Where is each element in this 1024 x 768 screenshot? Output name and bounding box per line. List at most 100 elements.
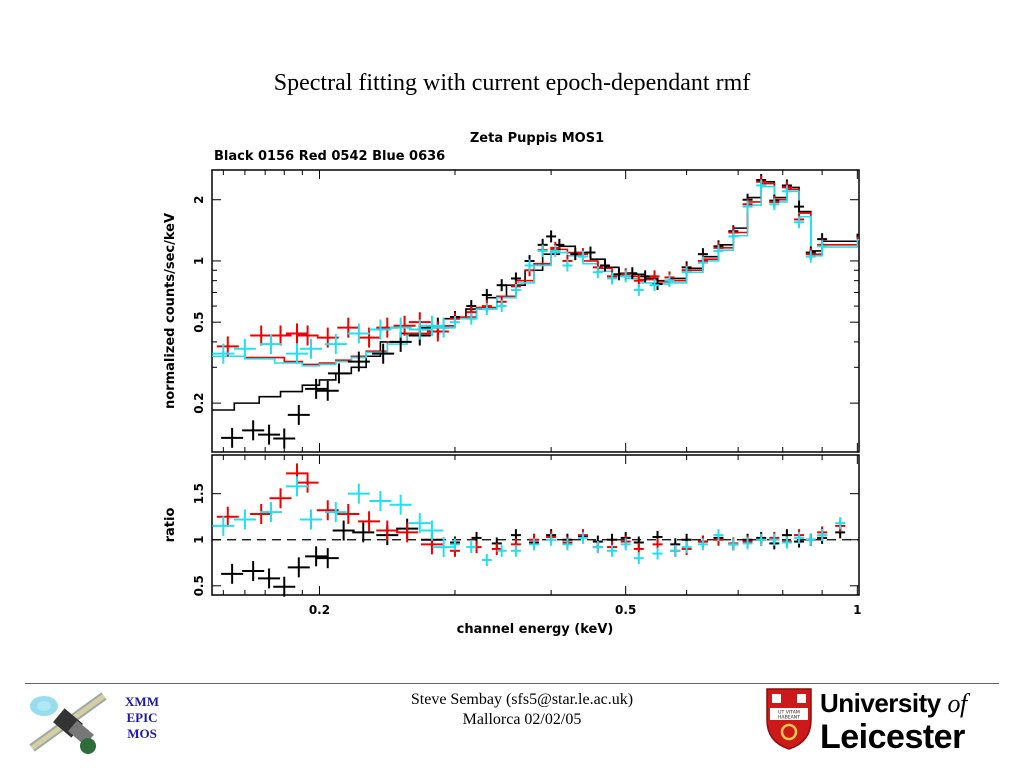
black-data-point — [258, 424, 281, 445]
cyan-ratio-point — [510, 544, 521, 557]
footer-credits: Steve Sembay (sfs5@star.le.ac.uk) Mallor… — [362, 690, 682, 730]
cyan-data-point — [212, 343, 235, 364]
cyan-data-point — [649, 279, 660, 292]
red-ratio-point — [250, 503, 273, 524]
university-word: University — [820, 688, 941, 718]
cyan-data-point — [805, 250, 816, 263]
black-ratio-point — [305, 546, 328, 567]
cyan-ratio-point — [805, 533, 816, 546]
black-data-point — [627, 267, 638, 280]
cyan-data-point — [620, 270, 631, 283]
cyan-ratio-point — [286, 476, 309, 497]
cyan-data-point — [324, 334, 347, 355]
cyan-data-point — [794, 216, 805, 229]
chart-subtitle: Black 0156 Red 0542 Blue 0636 — [214, 149, 445, 164]
slide-title: Spectral fitting with current epoch-depe… — [273, 70, 751, 96]
cyan-ratio-point — [212, 515, 235, 536]
cyan-ratio-point — [466, 541, 477, 554]
cyan-data-point — [466, 312, 477, 325]
cyan-ratio-point — [562, 538, 573, 551]
cyan-data-point — [496, 300, 507, 313]
bottom-y-tick-label: 1 — [192, 536, 206, 544]
red-ratio-point — [296, 472, 319, 493]
cyan-data-point — [369, 319, 392, 340]
cyan-data-point — [592, 266, 603, 279]
mission-label: XMM EPIC MOS — [112, 694, 172, 742]
cyan-data-point — [697, 256, 708, 269]
shield-motto-2: HABEANT — [778, 715, 800, 721]
cyan-data-point — [233, 338, 256, 359]
cyan-data-point — [633, 283, 644, 296]
author-line: Steve Sembay (sfs5@star.le.ac.uk) — [410, 691, 634, 708]
black-ratio-point — [352, 522, 375, 543]
cyan-ratio-point — [324, 502, 347, 523]
cyan-data-point — [550, 244, 561, 257]
black-model-step — [212, 180, 859, 411]
cyan-model-step — [212, 185, 859, 367]
university-of: of — [947, 689, 967, 718]
cyan-ratio-point — [449, 538, 460, 551]
cyan-ratio-point — [697, 538, 708, 551]
cyan-ratio-point — [577, 531, 588, 544]
cyan-data-point — [577, 250, 588, 263]
cyan-data-point — [681, 266, 692, 279]
cyan-data-point — [769, 198, 780, 211]
red-ratio-point — [216, 506, 239, 527]
black-data-series — [221, 174, 828, 449]
black-ratio-point — [273, 576, 296, 597]
cyan-ratio-point — [260, 502, 283, 523]
cyan-ratio-point — [408, 513, 431, 534]
cyan-data-point — [742, 200, 753, 213]
top-y-tick-label: 1 — [192, 257, 206, 265]
cyan-ratio-point — [300, 509, 323, 530]
university-shield-icon: UT VITAM HABEANT — [766, 688, 812, 750]
black-data-point — [794, 200, 805, 213]
cyan-data-point — [562, 259, 573, 272]
red-data-series — [216, 175, 828, 357]
chart-title: Zeta Puppis MOS1 — [470, 131, 604, 146]
black-data-point — [347, 351, 370, 372]
cyan-data-point — [781, 185, 792, 198]
cyan-data-point — [524, 259, 535, 272]
cyan-data-point — [756, 179, 767, 192]
x-tick-label: 0.2 — [309, 603, 330, 617]
cyan-data-point — [537, 244, 548, 257]
cyan-ratio-point — [781, 536, 792, 549]
cyan-ratio-point — [728, 538, 739, 551]
cyan-ratio-point — [347, 483, 370, 504]
cyan-ratio-point — [652, 547, 663, 560]
red-ratio-point — [376, 520, 399, 541]
cyan-ratio-point — [713, 529, 724, 542]
black-data-point — [316, 380, 339, 401]
cyan-ratio-point — [233, 509, 256, 530]
cyan-data-series — [212, 179, 828, 364]
cyan-data-point — [260, 334, 283, 355]
cyan-data-point — [286, 343, 309, 364]
cyan-data-point — [713, 244, 724, 257]
cyan-ratio-series — [212, 476, 846, 566]
cyan-data-point — [300, 338, 323, 359]
cyan-ratio-point — [835, 517, 846, 530]
cyan-ratio-point — [592, 541, 603, 554]
black-data-point — [305, 378, 328, 399]
bottom-panel-frame — [211, 454, 860, 596]
cyan-data-point — [408, 319, 431, 340]
red-data-point — [269, 325, 292, 346]
red-data-point — [250, 325, 273, 346]
bottom-y-tick-label: 1.5 — [192, 483, 206, 504]
red-ratio-point — [396, 522, 419, 543]
mission-line: MOS — [127, 726, 157, 741]
red-ratio-point — [358, 511, 381, 532]
red-ratio-point — [337, 503, 360, 524]
black-data-point — [273, 428, 296, 449]
black-data-point — [327, 363, 350, 384]
cyan-data-point — [607, 272, 618, 285]
cyan-data-point — [664, 274, 675, 287]
university-wordmark: University of Leicester — [820, 688, 967, 755]
spectrum-plot: Zeta Puppis MOS1 Black 0156 Red 0542 Blue… — [163, 131, 862, 637]
black-ratio-point — [332, 520, 355, 541]
top-y-axis-label: normalized counts/sec/keV — [163, 213, 178, 409]
black-data-point — [600, 259, 611, 272]
cyan-data-point — [728, 230, 739, 243]
red-ratio-point — [491, 542, 502, 555]
